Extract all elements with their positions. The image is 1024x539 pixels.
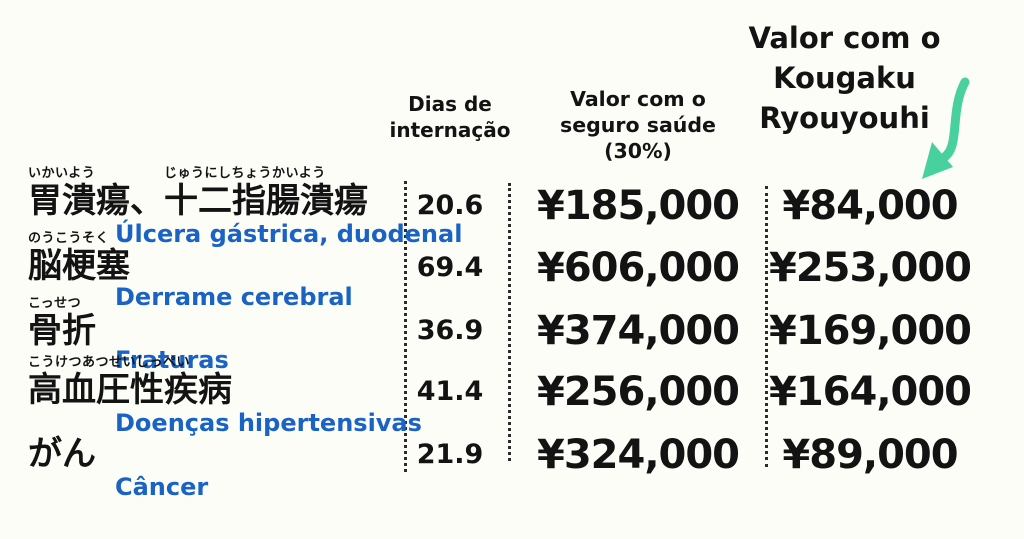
furigana: じゅうにしちょうかいよう — [164, 166, 326, 181]
insurance-value: ¥256,000 — [536, 369, 740, 415]
name-part: こっせつ 骨折 — [28, 296, 96, 351]
disease-translation: Doenças hipertensivas — [115, 409, 422, 437]
header-kougaku: Valor com o Kougaku Ryouyouhi — [748, 21, 941, 136]
name-part: いかいよう 胃潰瘍、 — [28, 166, 164, 221]
name-part: こうけつあつせいしっぺい 高血圧性疾病 — [28, 355, 232, 410]
name-part: じゅうにしちょうかいよう 十二指腸潰瘍 — [164, 166, 368, 221]
kougaku-value: ¥253,000 — [768, 245, 972, 291]
curved-arrow-down-icon — [922, 77, 970, 179]
insurance-value: ¥185,000 — [536, 183, 740, 229]
kougaku-value: ¥89,000 — [782, 432, 958, 478]
days-value: 20.6 — [416, 190, 484, 221]
column-divider — [508, 183, 511, 461]
kanji: 骨折 — [28, 311, 96, 351]
header-days: Dias de internação — [389, 92, 511, 142]
days-value: 69.4 — [416, 252, 484, 283]
furigana: のうこうそく — [28, 231, 110, 246]
kougaku-value: ¥169,000 — [768, 308, 972, 354]
insurance-value: ¥324,000 — [536, 432, 740, 478]
column-divider — [765, 186, 768, 467]
column-divider — [404, 181, 407, 472]
disease-name-jp: こっせつ 骨折 — [28, 296, 96, 351]
days-value: 41.4 — [416, 376, 484, 407]
disease-name-jp: こうけつあつせいしっぺい 高血圧性疾病 — [28, 355, 232, 410]
furigana: いかいよう — [28, 166, 96, 181]
disease-translation: Úlcera gástrica, duodenal — [115, 220, 463, 248]
kanji: 脳梗塞 — [28, 246, 130, 286]
kanji: がん — [28, 434, 96, 474]
kanji: 胃潰瘍、 — [28, 181, 164, 221]
disease-name-jp: がん — [28, 434, 96, 474]
insurance-value: ¥606,000 — [536, 245, 740, 291]
disease-translation: Fraturas — [115, 346, 229, 374]
disease-name-jp: のうこうそく 脳梗塞 — [28, 231, 130, 286]
disease-name-jp: いかいよう 胃潰瘍、 じゅうにしちょうかいよう 十二指腸潰瘍 — [28, 166, 368, 221]
kanji: 高血圧性疾病 — [28, 370, 232, 410]
disease-translation: Derrame cerebral — [115, 283, 353, 311]
name-part: のうこうそく 脳梗塞 — [28, 231, 130, 286]
days-value: 36.9 — [416, 315, 484, 346]
days-value: 21.9 — [416, 439, 484, 470]
kougaku-value: ¥164,000 — [768, 369, 972, 415]
name-part: がん — [28, 434, 96, 474]
kougaku-value: ¥84,000 — [782, 183, 958, 229]
furigana: こうけつあつせいしっぺい — [28, 355, 191, 370]
kanji: 十二指腸潰瘍 — [164, 181, 368, 221]
furigana: こっせつ — [28, 296, 82, 311]
disease-translation: Câncer — [115, 473, 209, 501]
header-insurance: Valor com o seguro saúde (30%) — [560, 87, 716, 164]
insurance-value: ¥374,000 — [536, 308, 740, 354]
